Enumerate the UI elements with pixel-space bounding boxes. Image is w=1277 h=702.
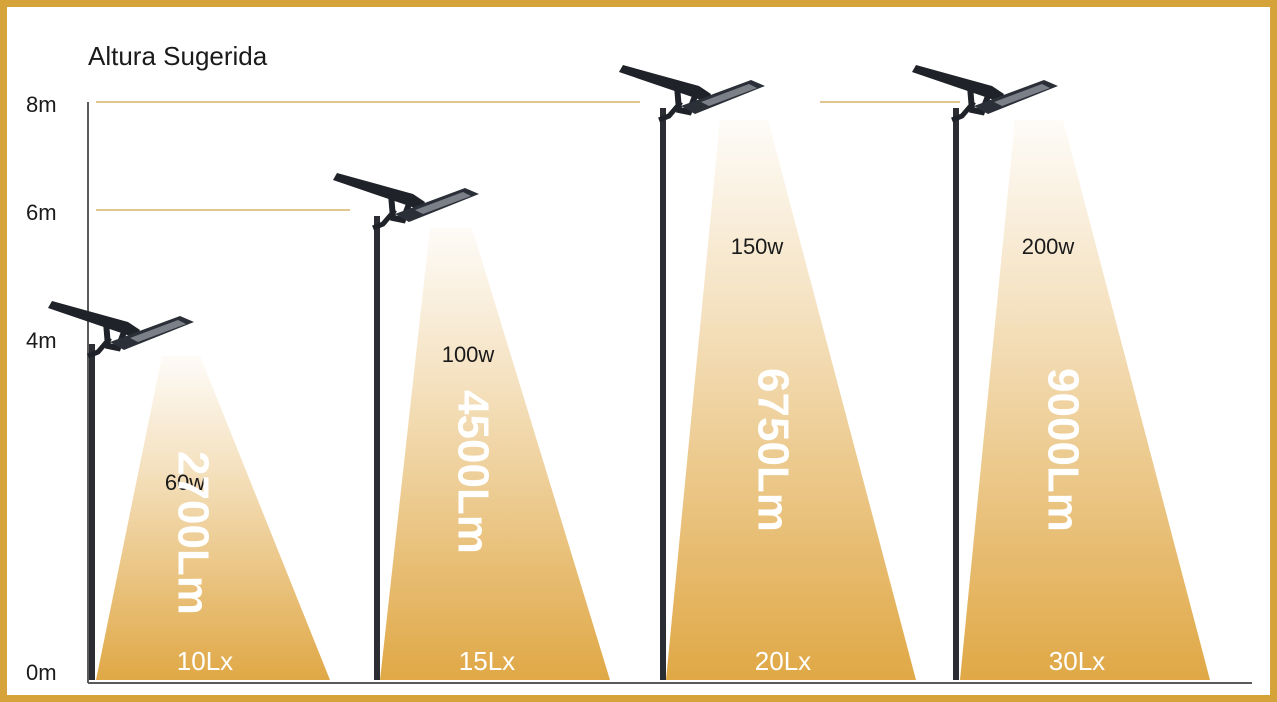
lamp-3: 150w 6750Lm 20Lx <box>619 65 916 680</box>
wattage-label: 60w <box>165 470 205 495</box>
street-lamp-icon <box>619 65 765 120</box>
wattage-label: 100w <box>442 342 495 367</box>
lamp-2: 100w 4500Lm 15Lx <box>333 173 610 680</box>
lamp-pole <box>374 216 380 680</box>
light-beam <box>666 120 916 680</box>
lamp-pole <box>660 108 666 680</box>
wattage-label: 200w <box>1022 234 1075 259</box>
lumens-label: 6750Lm <box>748 368 797 532</box>
lamp-pole <box>89 344 95 680</box>
lamp-pole <box>953 108 959 680</box>
chart-title: Altura Sugerida <box>88 41 268 71</box>
lux-label: 15Lx <box>459 646 515 676</box>
wattage-label: 150w <box>731 234 784 259</box>
lux-label: 30Lx <box>1049 646 1105 676</box>
y-tick-label: 0m <box>26 660 57 685</box>
light-beam <box>380 228 610 680</box>
y-tick-label: 8m <box>26 92 57 117</box>
street-lamp-icon <box>48 301 194 356</box>
lux-label: 20Lx <box>755 646 811 676</box>
lux-label: 10Lx <box>177 646 233 676</box>
street-lamp-icon <box>333 173 479 228</box>
lumens-label: 2700Lm <box>168 451 217 615</box>
y-tick-label: 6m <box>26 200 57 225</box>
y-tick-label: 4m <box>26 328 57 353</box>
height-guides <box>96 101 960 211</box>
light-beam <box>960 120 1210 680</box>
lumens-label: 4500Lm <box>448 390 497 554</box>
lumens-label: 9000Lm <box>1038 368 1087 532</box>
street-lamp-icon <box>912 65 1058 120</box>
lamp-4: 200w 9000Lm 30Lx <box>912 65 1210 680</box>
y-axis-ticks: 0m 4m 6m 8m <box>26 92 57 685</box>
light-beam <box>96 356 330 680</box>
